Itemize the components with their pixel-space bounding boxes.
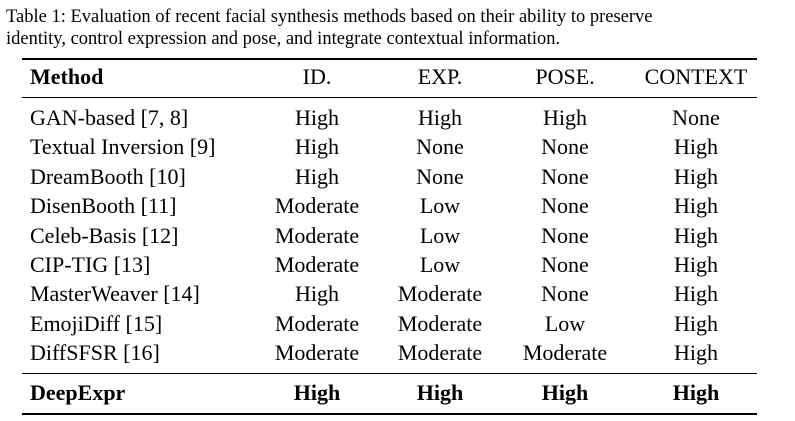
cell-pose: None xyxy=(541,193,589,219)
cell-method: MasterWeaver [14] xyxy=(30,281,200,307)
table-row: EmojiDiff [15] Moderate Moderate Low High xyxy=(22,309,757,339)
cell-exp: Low xyxy=(419,222,461,248)
header-context: CONTEXT xyxy=(644,64,748,89)
cell-method: GAN-based [7, 8] xyxy=(30,105,189,130)
cell-pose: None xyxy=(541,134,589,160)
cell-id: Moderate xyxy=(274,310,360,336)
cell-id: Moderate xyxy=(274,252,360,277)
table-row: DreamBooth [10] High None None High xyxy=(22,162,757,192)
cell-id: High xyxy=(295,105,339,130)
cell-id: High xyxy=(293,380,341,405)
table-row-deepexpr: DeepExpr High High High High xyxy=(22,378,757,408)
cell-context: High xyxy=(672,380,720,405)
cell-exp: Moderate xyxy=(397,310,483,336)
cell-method: DeepExpr xyxy=(30,380,126,405)
cell-method: DisenBooth [11] xyxy=(30,193,177,219)
cell-context: High xyxy=(674,281,718,307)
table-header-rule xyxy=(22,97,757,98)
cell-context: High xyxy=(674,193,718,219)
table-separator-rule xyxy=(22,373,757,374)
cell-exp: Low xyxy=(419,252,461,277)
cell-pose: None xyxy=(541,222,589,248)
cell-context: High xyxy=(674,134,718,160)
cell-context: High xyxy=(674,163,718,189)
table-row: GAN-based [7, 8] High High High None xyxy=(22,103,757,133)
cell-method: Textual Inversion [9] xyxy=(30,134,216,160)
cell-method: CIP-TIG [13] xyxy=(30,252,151,277)
header-pose: POSE. xyxy=(535,64,595,89)
cell-pose: Low xyxy=(544,310,586,336)
header-exp: EXP. xyxy=(417,64,463,89)
cell-context: High xyxy=(674,340,718,366)
table-top-rule xyxy=(22,58,757,60)
cell-id: High xyxy=(295,134,339,160)
header-id: ID. xyxy=(302,64,332,89)
cell-method: Celeb-Basis [12] xyxy=(30,222,179,248)
header-method: Method xyxy=(30,64,104,89)
cell-method: DiffSFSR [16] xyxy=(30,340,160,366)
cell-id: Moderate xyxy=(274,340,360,366)
table-caption: Table 1: Evaluation of recent facial syn… xyxy=(6,6,791,50)
cell-id: Moderate xyxy=(274,222,360,248)
cell-pose: None xyxy=(541,252,589,277)
cell-pose: None xyxy=(541,163,589,189)
cell-context: High xyxy=(674,310,718,336)
cell-pose: High xyxy=(543,105,587,130)
cell-context: High xyxy=(674,252,718,277)
table-row: Celeb-Basis [12] Moderate Low None High xyxy=(22,221,757,251)
cell-pose: None xyxy=(541,281,589,307)
caption-line-2: identity, control expression and pose, a… xyxy=(6,29,561,49)
cell-method: EmojiDiff [15] xyxy=(30,310,163,336)
table-row: MasterWeaver [14] High Moderate None High xyxy=(22,279,757,309)
cell-id: High xyxy=(295,163,339,189)
caption-line-1: Table 1: Evaluation of recent facial syn… xyxy=(6,7,653,27)
cell-context: None xyxy=(672,105,720,130)
cell-id: High xyxy=(295,281,339,307)
table-row: CIP-TIG [13] Moderate Low None High xyxy=(22,250,757,280)
cell-exp: None xyxy=(416,134,464,160)
cell-pose: High xyxy=(541,380,589,405)
cell-context: High xyxy=(674,222,718,248)
cell-exp: Moderate xyxy=(397,340,483,366)
cell-exp: None xyxy=(416,163,464,189)
table-row: DisenBooth [11] Moderate Low None High xyxy=(22,191,757,221)
table-bottom-rule xyxy=(22,413,757,415)
cell-pose: Moderate xyxy=(522,340,608,366)
cell-id: Moderate xyxy=(274,193,360,219)
table-row: DiffSFSR [16] Moderate Moderate Moderate Hig… xyxy=(22,338,757,368)
cell-exp: Low xyxy=(419,193,461,219)
cell-exp: High xyxy=(418,105,462,130)
cell-exp: High xyxy=(416,380,464,405)
cell-method: DreamBooth [10] xyxy=(30,163,186,189)
cell-exp: Moderate xyxy=(397,281,483,307)
table-header-row: Method ID. EXP. POSE. CONTEXT xyxy=(22,62,757,92)
table-row: Textual Inversion [9] High None None High xyxy=(22,132,757,162)
